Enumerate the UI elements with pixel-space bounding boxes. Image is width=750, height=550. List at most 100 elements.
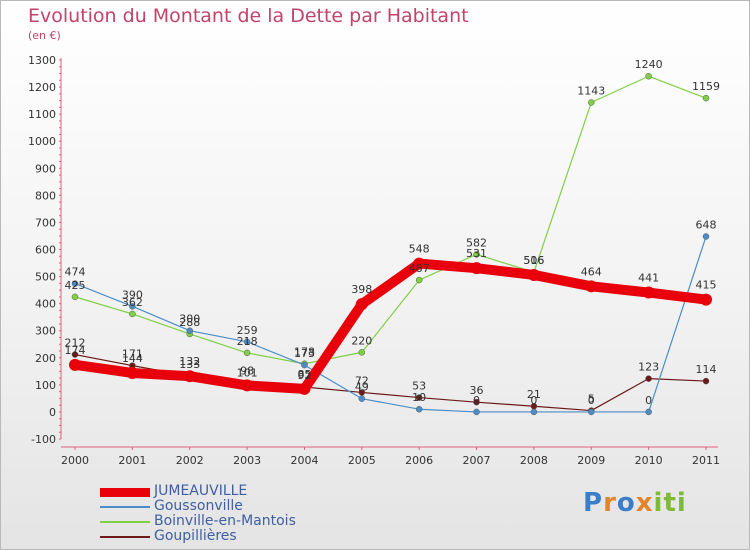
y-tick-label: 1000 [28, 135, 56, 148]
legend-swatch [100, 506, 150, 508]
data-label: 441 [638, 272, 659, 285]
data-point [700, 293, 712, 306]
data-label: 98 [240, 364, 254, 377]
y-tick-label: 500 [35, 271, 56, 284]
data-point [527, 268, 540, 281]
data-point [301, 361, 308, 369]
x-tick-label: 2005 [348, 454, 376, 467]
data-label: 212 [65, 337, 86, 350]
data-label: 0 [588, 394, 595, 407]
logo-letter: r [603, 488, 617, 518]
data-label: 178 [294, 346, 315, 359]
data-point [473, 251, 480, 258]
data-label: 171 [122, 348, 143, 361]
data-label: 0 [645, 394, 652, 407]
x-tick-label: 2000 [61, 454, 89, 467]
data-point [415, 405, 423, 413]
series-line-2 [74, 75, 707, 365]
y-tick-label: 1300 [28, 54, 56, 67]
data-point [71, 293, 79, 301]
data-label: 0 [473, 394, 480, 407]
data-label: 487 [409, 262, 430, 275]
data-label: 0 [530, 394, 537, 407]
x-tick-label: 2004 [290, 454, 318, 467]
data-label: 398 [351, 283, 372, 296]
y-tick-label: 200 [35, 352, 56, 365]
data-point [530, 408, 538, 416]
data-point [71, 351, 79, 358]
data-point [71, 280, 79, 287]
data-point [129, 310, 136, 318]
data-label: 648 [696, 219, 717, 232]
data-label: 506 [523, 254, 544, 267]
data-label: 474 [65, 266, 86, 279]
data-label: 390 [122, 288, 143, 301]
data-label: 362 [122, 296, 143, 309]
legend-swatch [100, 487, 150, 497]
data-label: 174 [65, 344, 86, 357]
y-tick-label: -100 [31, 433, 56, 446]
data-label: 5 [588, 393, 595, 406]
x-tick-label: 2011 [692, 454, 720, 467]
data-label: 220 [351, 334, 372, 347]
data-label: 132 [179, 355, 200, 368]
data-label: 10 [412, 391, 426, 404]
series-line-1 [74, 235, 707, 413]
data-label: 425 [65, 279, 86, 292]
proxiti-logo: Proxiti [583, 488, 687, 518]
series-line-0 [70, 258, 711, 394]
data-point [298, 382, 311, 395]
logo-letter: o [616, 488, 636, 518]
data-label: 114 [696, 363, 717, 376]
data-point [243, 349, 251, 357]
data-point [126, 366, 139, 379]
legend-swatch [100, 536, 150, 538]
data-point [470, 262, 483, 275]
data-point [588, 408, 595, 416]
data-label: 415 [696, 279, 717, 292]
data-label: 53 [412, 380, 426, 393]
data-point [473, 398, 480, 406]
data-label: 1143 [577, 85, 605, 98]
data-label: 464 [581, 265, 602, 278]
legend-label: Goussonville [154, 498, 243, 514]
y-tick-label: 600 [35, 244, 56, 257]
x-tick-label: 2003 [233, 454, 261, 467]
data-point [358, 395, 366, 402]
line-chart: -100010020030040050060070080090010001100… [28, 54, 721, 467]
data-label: 531 [466, 247, 487, 260]
data-label: 101 [237, 367, 258, 380]
data-point [241, 379, 254, 392]
axes: -100010020030040050060070080090010001100… [28, 54, 720, 467]
data-point [588, 99, 595, 106]
y-tick-label: 400 [35, 298, 56, 311]
logo-letter: P [583, 488, 604, 518]
data-label: 259 [237, 324, 258, 337]
data-label: 72 [355, 374, 369, 387]
data-label: 1159 [692, 80, 720, 93]
x-tick-label: 2009 [577, 454, 605, 467]
x-tick-label: 2001 [118, 454, 146, 467]
y-tick-label: 0 [49, 406, 56, 419]
y-tick-label: 800 [35, 189, 56, 202]
legend-label: Boinville-en-Mantois [154, 513, 296, 529]
x-tick-label: 2008 [520, 454, 548, 467]
data-point [585, 280, 598, 293]
data-point [702, 233, 710, 240]
legend-label: Goupillières [154, 528, 237, 544]
data-point [413, 257, 426, 270]
data-label: 218 [237, 335, 258, 348]
data-point [69, 358, 81, 371]
chart-title: Evolution du Montant de la Dette par Hab… [28, 5, 469, 27]
y-tick-label: 1200 [28, 81, 56, 94]
data-label: 21 [527, 388, 541, 401]
data-label: 36 [470, 384, 484, 397]
data-labels: 212 171 133 101 92 72 53 36 21 5 123 114 425 362 288 21… [65, 58, 721, 407]
data-label: 516 [523, 254, 544, 267]
series-lines [69, 72, 712, 416]
logo-letter: i [676, 488, 687, 518]
data-point [645, 375, 652, 382]
data-point [473, 408, 480, 416]
y-tick-label: 700 [35, 216, 56, 229]
data-label: 288 [179, 316, 200, 329]
